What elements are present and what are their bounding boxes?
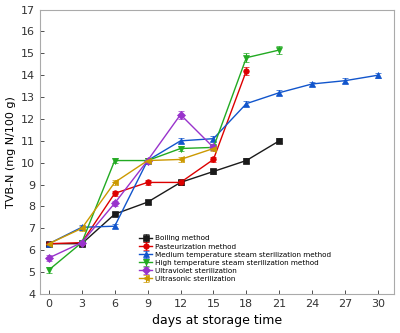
Legend: Boiling method, Pasteurization method, Medium temperature steam sterilization me: Boiling method, Pasteurization method, M… — [139, 235, 331, 282]
X-axis label: days at storage time: days at storage time — [152, 314, 282, 327]
Y-axis label: TVB-N (mg N/100 g): TVB-N (mg N/100 g) — [6, 96, 16, 208]
